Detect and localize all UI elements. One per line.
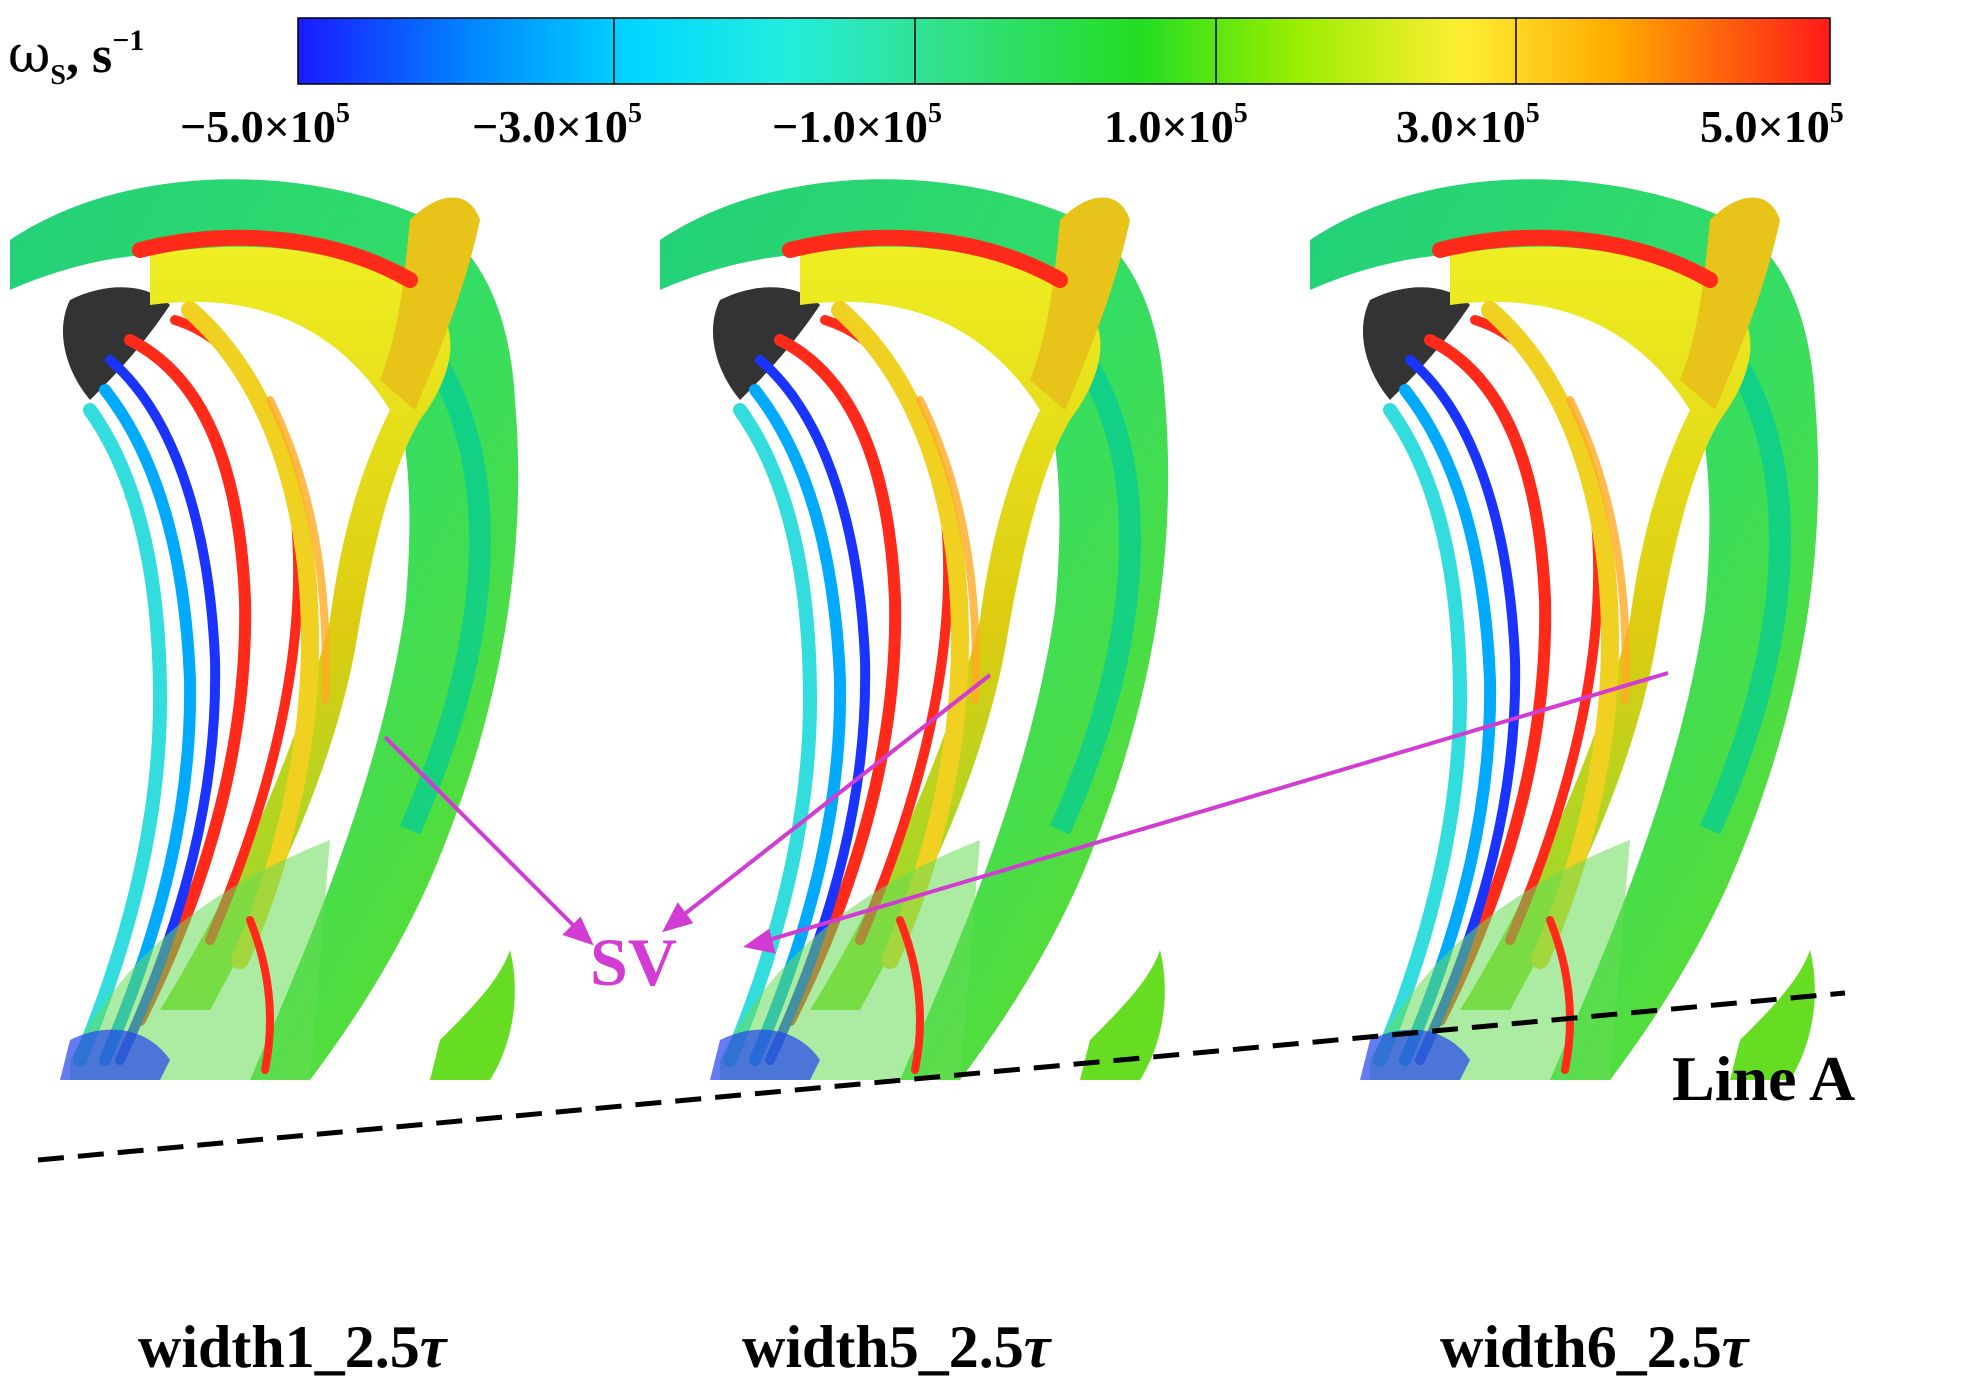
colorbar-gradient: [297, 17, 1831, 85]
vortex-panel-1: [10, 179, 518, 1080]
tick-label: −5.0×105: [180, 98, 350, 152]
panel-labels: width1_2.5τ width5_2.5τ width6_2.5τ: [138, 1314, 1751, 1380]
line-a-label: Line A: [1672, 1043, 1855, 1114]
tick-label: −3.0×105: [472, 98, 642, 152]
tick-label: 5.0×105: [1700, 98, 1844, 152]
vortex-panel-2: [660, 179, 1168, 1080]
colorbar-title: ωS, s−1: [8, 24, 144, 91]
vortex-panel-3: [1310, 179, 1818, 1080]
panel-label: width5_2.5τ: [742, 1314, 1053, 1380]
line-a: [37, 990, 1846, 1163]
panel-label: width6_2.5τ: [1440, 1314, 1751, 1380]
tick-label: 1.0×105: [1104, 98, 1248, 152]
sv-arrows: [383, 671, 1669, 954]
tick-label: 3.0×105: [1396, 98, 1540, 152]
sv-label: SV: [590, 924, 677, 1000]
colorbar: [297, 17, 1831, 85]
colorbar-tick-labels: −5.0×105 −3.0×105 −1.0×105 1.0×105 3.0×1…: [180, 98, 1844, 152]
panel-label: width1_2.5τ: [138, 1314, 449, 1380]
tick-label: −1.0×105: [772, 98, 942, 152]
